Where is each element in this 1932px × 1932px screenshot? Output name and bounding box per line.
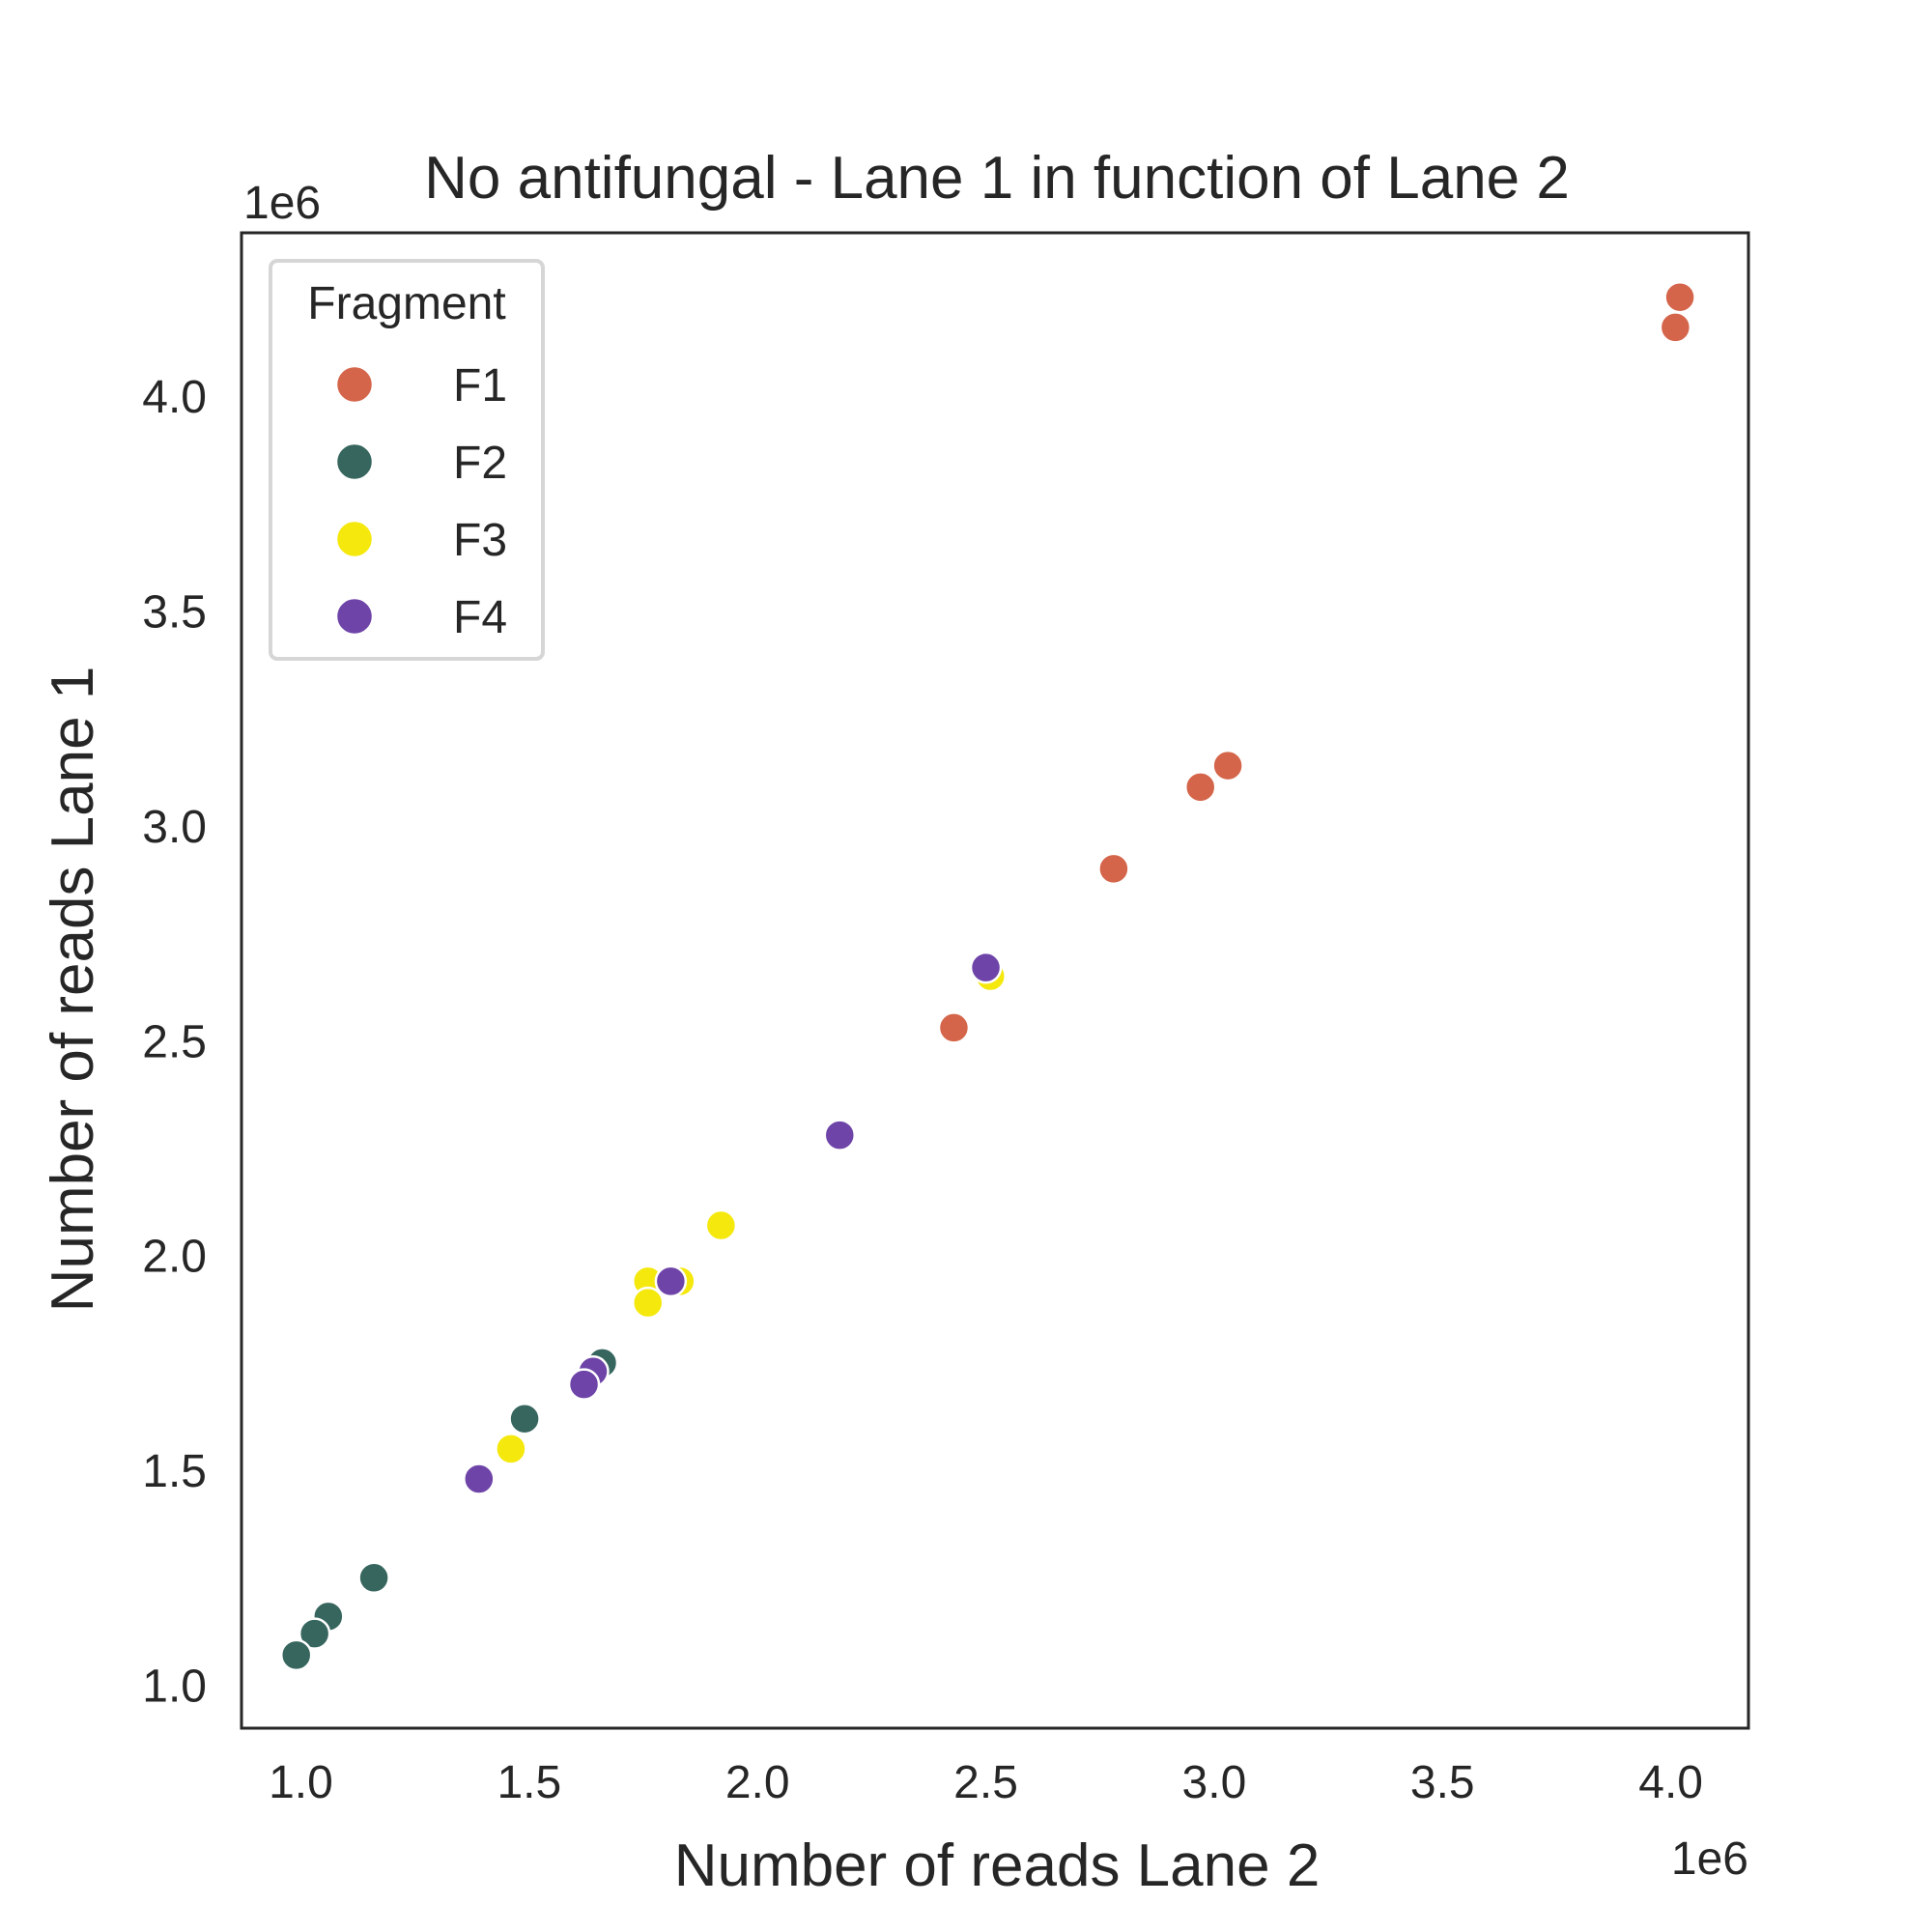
x-tick-label: 3.5 xyxy=(1410,1757,1475,1808)
y-tick-label: 1.5 xyxy=(142,1446,207,1497)
y-tick-label: 4.0 xyxy=(142,372,207,423)
legend-marker xyxy=(334,441,375,482)
data-point xyxy=(1663,280,1696,314)
data-point xyxy=(298,1617,331,1650)
x-tick-label: 2.0 xyxy=(725,1757,790,1808)
series-f1 xyxy=(937,280,1696,1044)
data-point xyxy=(969,951,1003,984)
x-tick-label: 1.5 xyxy=(497,1757,561,1808)
legend-title: Fragment xyxy=(307,278,505,329)
x-tick-label: 2.5 xyxy=(953,1757,1018,1808)
legend-label: F2 xyxy=(453,438,507,489)
data-point xyxy=(654,1264,688,1298)
y-tick-label: 3.0 xyxy=(142,802,207,853)
data-point xyxy=(357,1561,390,1595)
legend-entry: F4 xyxy=(334,592,507,643)
data-point xyxy=(823,1119,857,1151)
legend-entry: F1 xyxy=(334,360,507,412)
data-point xyxy=(463,1463,496,1495)
x-tick-label: 4.0 xyxy=(1638,1757,1703,1808)
y-tick-label: 2.0 xyxy=(142,1232,207,1283)
x-tick-label: 1.0 xyxy=(269,1757,333,1808)
legend-marker xyxy=(334,364,375,405)
x-tick-labels: 1.0 1.5 2.0 2.5 3.0 3.5 4.0 xyxy=(269,1757,1703,1808)
legend-entry: F2 xyxy=(334,438,507,489)
plot-frame xyxy=(240,231,1750,1730)
legend-label: F4 xyxy=(453,592,507,643)
chart-title: No antifungal - Lane 1 in function of La… xyxy=(424,145,1570,212)
y-tick-label: 1.0 xyxy=(142,1662,207,1713)
data-point xyxy=(1659,311,1692,344)
legend-entry: F3 xyxy=(334,515,507,566)
series-f2 xyxy=(279,1347,619,1672)
legend-label: F1 xyxy=(453,360,507,412)
data-point xyxy=(937,1011,971,1044)
x-axis-label: Number of reads Lane 2 xyxy=(674,1833,1321,1899)
data-point xyxy=(704,1208,738,1242)
data-point xyxy=(1211,749,1244,782)
y-tick-label: 3.5 xyxy=(142,586,207,638)
data-point xyxy=(567,1368,601,1401)
legend-box xyxy=(269,259,545,661)
legend-entries: F1 F2 F3 F4 xyxy=(334,360,507,643)
data-point xyxy=(631,1286,665,1320)
data-point xyxy=(279,1638,313,1672)
y-axis-label: Number of reads Lane 1 xyxy=(40,667,106,1313)
data-point xyxy=(1183,771,1217,804)
y-offset-label: 1e6 xyxy=(243,178,321,229)
data-point xyxy=(495,1433,527,1465)
legend-marker xyxy=(334,519,375,559)
y-tick-labels: 1.0 1.5 2.0 2.5 3.0 3.5 4.0 xyxy=(142,372,207,1712)
x-tick-label: 3.0 xyxy=(1182,1757,1247,1808)
legend-marker xyxy=(334,596,375,637)
legend: Fragment F1 F2 F3 F4 xyxy=(269,259,545,661)
data-point xyxy=(508,1402,541,1435)
data-point xyxy=(1097,852,1130,886)
data-points xyxy=(279,280,1696,1672)
series-f4 xyxy=(463,951,1003,1495)
legend-label: F3 xyxy=(453,515,507,566)
y-tick-label: 2.5 xyxy=(142,1016,207,1067)
x-offset-label: 1e6 xyxy=(1671,1833,1748,1885)
